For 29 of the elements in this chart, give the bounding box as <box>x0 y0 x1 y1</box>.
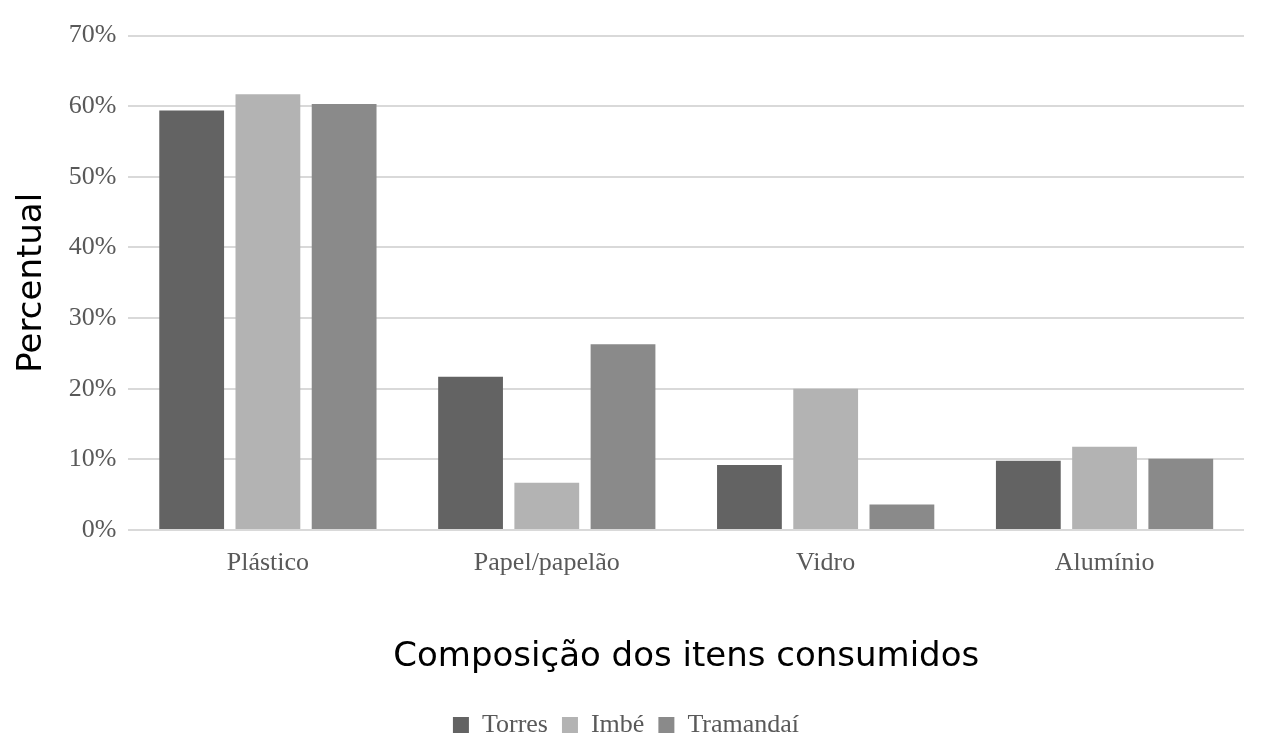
legend-label: Imbé <box>590 708 645 738</box>
y-axis-title: Percentual <box>9 192 50 373</box>
bar <box>159 110 225 529</box>
bar <box>590 344 656 529</box>
legend-label: Tramandaí <box>687 708 800 738</box>
bar <box>869 504 935 529</box>
bar <box>235 94 301 529</box>
bar <box>1148 458 1214 529</box>
x-tick-label: Papel/papelão <box>473 547 620 577</box>
x-tick-label: Vidro <box>796 547 856 577</box>
bar <box>311 104 377 529</box>
bar <box>995 460 1061 529</box>
y-tick-label: 70% <box>68 19 117 49</box>
y-tick-label: 30% <box>68 301 117 331</box>
bar <box>717 465 782 529</box>
bar <box>793 388 859 529</box>
x-tick-label: Plástico <box>226 547 310 577</box>
y-tick-label: 60% <box>68 90 117 120</box>
x-tick-label: Alumínio <box>1054 547 1155 577</box>
y-tick-label: 20% <box>68 372 117 402</box>
legend-label: Torres <box>481 708 548 738</box>
y-tick-label: 40% <box>68 231 117 261</box>
bar <box>438 376 503 529</box>
bar <box>514 482 580 529</box>
bar <box>1072 446 1137 529</box>
y-tick-label: 10% <box>68 443 117 473</box>
y-tick-label: 0% <box>81 513 117 543</box>
y-tick-label: 50% <box>68 160 117 190</box>
x-axis-title: Composição dos itens consumidos <box>393 634 980 675</box>
